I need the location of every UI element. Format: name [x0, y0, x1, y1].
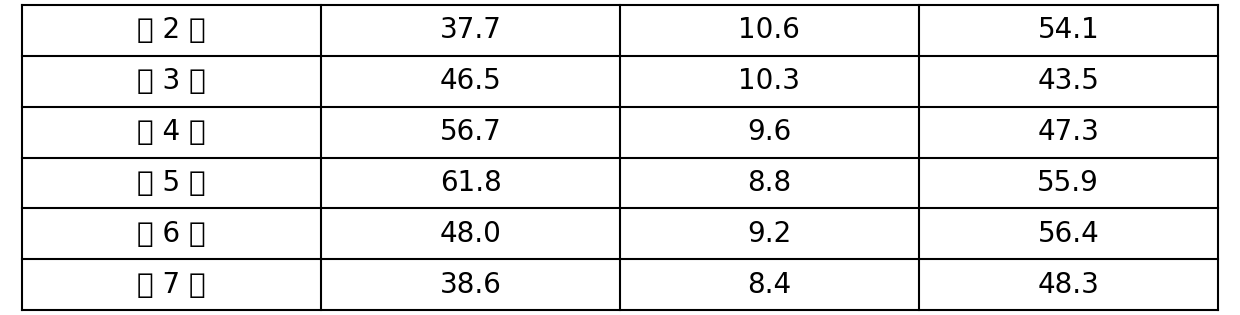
Text: 第 3 次: 第 3 次: [138, 67, 206, 95]
Text: 第 6 次: 第 6 次: [138, 220, 206, 248]
Text: 9.2: 9.2: [748, 220, 791, 248]
Text: 55.9: 55.9: [1038, 169, 1099, 197]
Text: 54.1: 54.1: [1038, 16, 1099, 44]
Text: 48.3: 48.3: [1038, 271, 1099, 299]
Text: 10.3: 10.3: [739, 67, 801, 95]
Text: 第 7 次: 第 7 次: [138, 271, 206, 299]
Text: 9.6: 9.6: [748, 118, 791, 146]
Text: 第 5 次: 第 5 次: [138, 169, 206, 197]
Text: 38.6: 38.6: [440, 271, 501, 299]
Text: 48.0: 48.0: [440, 220, 501, 248]
Text: 56.7: 56.7: [440, 118, 501, 146]
Text: 37.7: 37.7: [440, 16, 501, 44]
Text: 10.6: 10.6: [739, 16, 800, 44]
Text: 8.8: 8.8: [748, 169, 791, 197]
Text: 46.5: 46.5: [440, 67, 501, 95]
Text: 8.4: 8.4: [748, 271, 791, 299]
Text: 43.5: 43.5: [1038, 67, 1099, 95]
Text: 第 2 次: 第 2 次: [138, 16, 206, 44]
Text: 56.4: 56.4: [1038, 220, 1099, 248]
Text: 第 4 次: 第 4 次: [138, 118, 206, 146]
Text: 47.3: 47.3: [1038, 118, 1099, 146]
Text: 61.8: 61.8: [440, 169, 501, 197]
